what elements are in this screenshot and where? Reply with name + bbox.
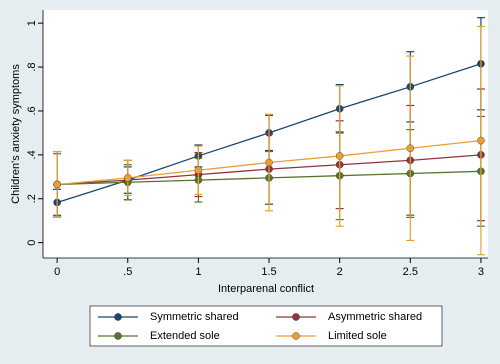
x-tick-label: 2 xyxy=(337,266,343,278)
x-tick-label: .5 xyxy=(123,266,132,278)
x-axis-title: Interparenal conflict xyxy=(218,283,314,295)
y-axis-title: Children's anxiety symptoms xyxy=(10,64,22,204)
x-tick-label: 1 xyxy=(195,266,201,278)
legend xyxy=(89,305,443,347)
legend-marker xyxy=(292,313,300,321)
point xyxy=(53,180,61,189)
x-tick-label: 3 xyxy=(478,266,484,278)
legend-label: Asymmetric shared xyxy=(328,311,422,323)
y-tick-label: .8 xyxy=(26,62,38,71)
x-tick-label: 1.5 xyxy=(261,266,276,278)
legend-marker xyxy=(114,313,122,321)
point xyxy=(406,144,415,153)
point xyxy=(335,152,344,160)
y-tick-label: 1 xyxy=(26,20,38,26)
legend-marker xyxy=(292,332,300,340)
point xyxy=(477,136,485,145)
point xyxy=(265,158,273,167)
y-tick-label: .4 xyxy=(26,150,38,159)
point xyxy=(123,174,132,182)
x-tick-label: 2.5 xyxy=(403,266,418,278)
y-tick-label: .6 xyxy=(26,106,38,115)
point xyxy=(194,166,203,175)
legend-label: Symmetric shared xyxy=(150,311,239,323)
x-tick-label: 0 xyxy=(54,266,60,278)
legend-marker xyxy=(114,332,122,340)
legend-label: Extended sole xyxy=(150,330,220,342)
legend-label: Limited sole xyxy=(328,330,387,342)
y-tick-label: 0 xyxy=(26,240,38,246)
y-tick-label: .2 xyxy=(26,194,38,203)
